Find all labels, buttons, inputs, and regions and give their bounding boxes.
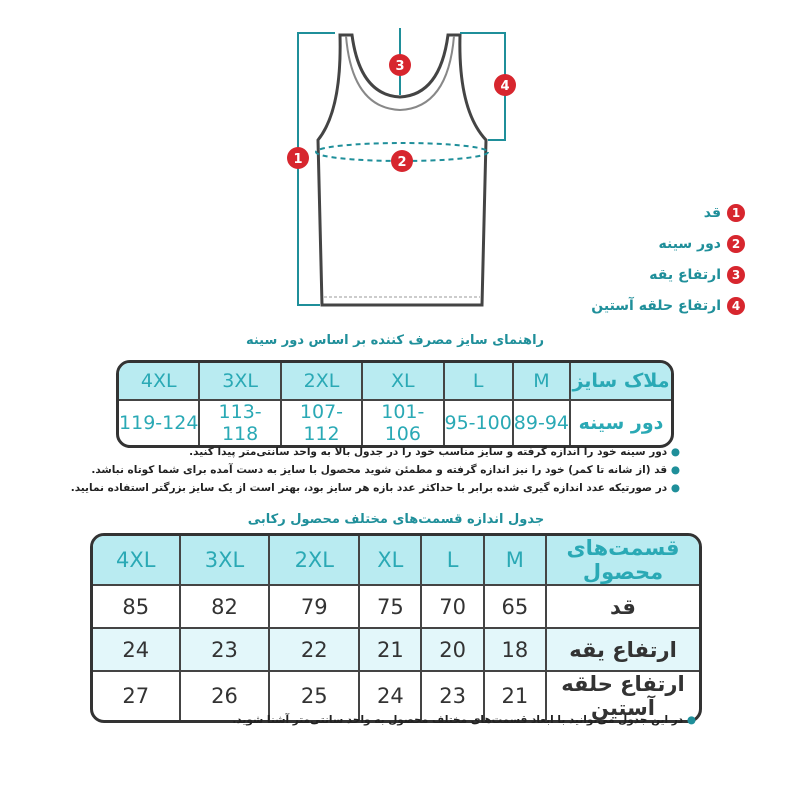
tank-top-diagram: 1 2 3 4 [287, 28, 516, 307]
marker-badge: 1 [727, 203, 745, 222]
size-header: L [442, 363, 512, 401]
size-header: 3XL [178, 536, 269, 586]
header-label: ملاک سایز [569, 363, 671, 401]
table-row: ارتفاع یقه 18 20 21 22 23 24 [93, 629, 699, 672]
marker-badge: 4 [727, 296, 745, 315]
product-size-table: قسمت‌های محصول M L XL 2XL 3XL 4XL قد 65 … [90, 533, 702, 723]
chest-size-table: ملاک سایز M L XL 2XL 3XL 4XL دور سینه 89… [116, 360, 674, 448]
size-header: XL [361, 363, 443, 401]
marker-4: 4 [494, 74, 516, 96]
svg-text:1: 1 [293, 152, 302, 167]
size-header: 4XL [93, 536, 179, 586]
size-header: M [482, 536, 545, 586]
marker-1: 1 [287, 147, 309, 169]
svg-text:2: 2 [397, 155, 406, 170]
size-header: L [420, 536, 483, 586]
note: ● قد (از شانه تا کمر) خود را نیز اندازه … [91, 464, 680, 476]
size-header: XL [358, 536, 421, 586]
marker-3: 3 [389, 54, 411, 76]
svg-text:4: 4 [500, 79, 509, 94]
notes: ● دور سینه خود را اندازه گرفته و سایز من… [40, 446, 680, 500]
legend-item: 2 دور سینه [525, 228, 745, 259]
note: ● در صورتیکه عدد اندازه گیری شده برابر ب… [70, 482, 680, 494]
size-header: 2XL [268, 536, 359, 586]
legend-item: 3 ارتفاع یقه [525, 259, 745, 290]
size-header: 3XL [198, 363, 280, 401]
table2-note: ● در این جدول می‌توانید با ابعاد قسمت‌ها… [232, 714, 696, 726]
marker-badge: 2 [727, 234, 745, 253]
table-row: دور سینه 89-94 95-100 101-106 107-112 11… [119, 401, 671, 445]
note: ● دور سینه خود را اندازه گرفته و سایز من… [189, 446, 680, 458]
legend: 1 قد 2 دور سینه 3 ارتفاع یقه 4 ارتفاع حلقه آ… [525, 197, 745, 321]
table2-title: جدول اندازه قسمت‌های مختلف محصول رکابی [247, 512, 545, 527]
size-header: M [511, 363, 569, 401]
marker-badge: 3 [727, 265, 745, 284]
size-header: 2XL [279, 363, 362, 401]
legend-item: 1 قد [525, 197, 745, 228]
size-header: 4XL [119, 363, 199, 401]
table1-title: راهنمای سایز مصرف کننده بر اساس دور سینه [245, 333, 545, 348]
legend-item: 4 ارتفاع حلقه آستین [525, 290, 745, 321]
table-row: قد 65 70 75 79 82 85 [93, 586, 699, 629]
table-row: ارتفاع حلقه آستین 21 23 24 25 26 27 [93, 672, 699, 720]
svg-text:3: 3 [395, 59, 404, 74]
marker-2: 2 [391, 150, 413, 172]
